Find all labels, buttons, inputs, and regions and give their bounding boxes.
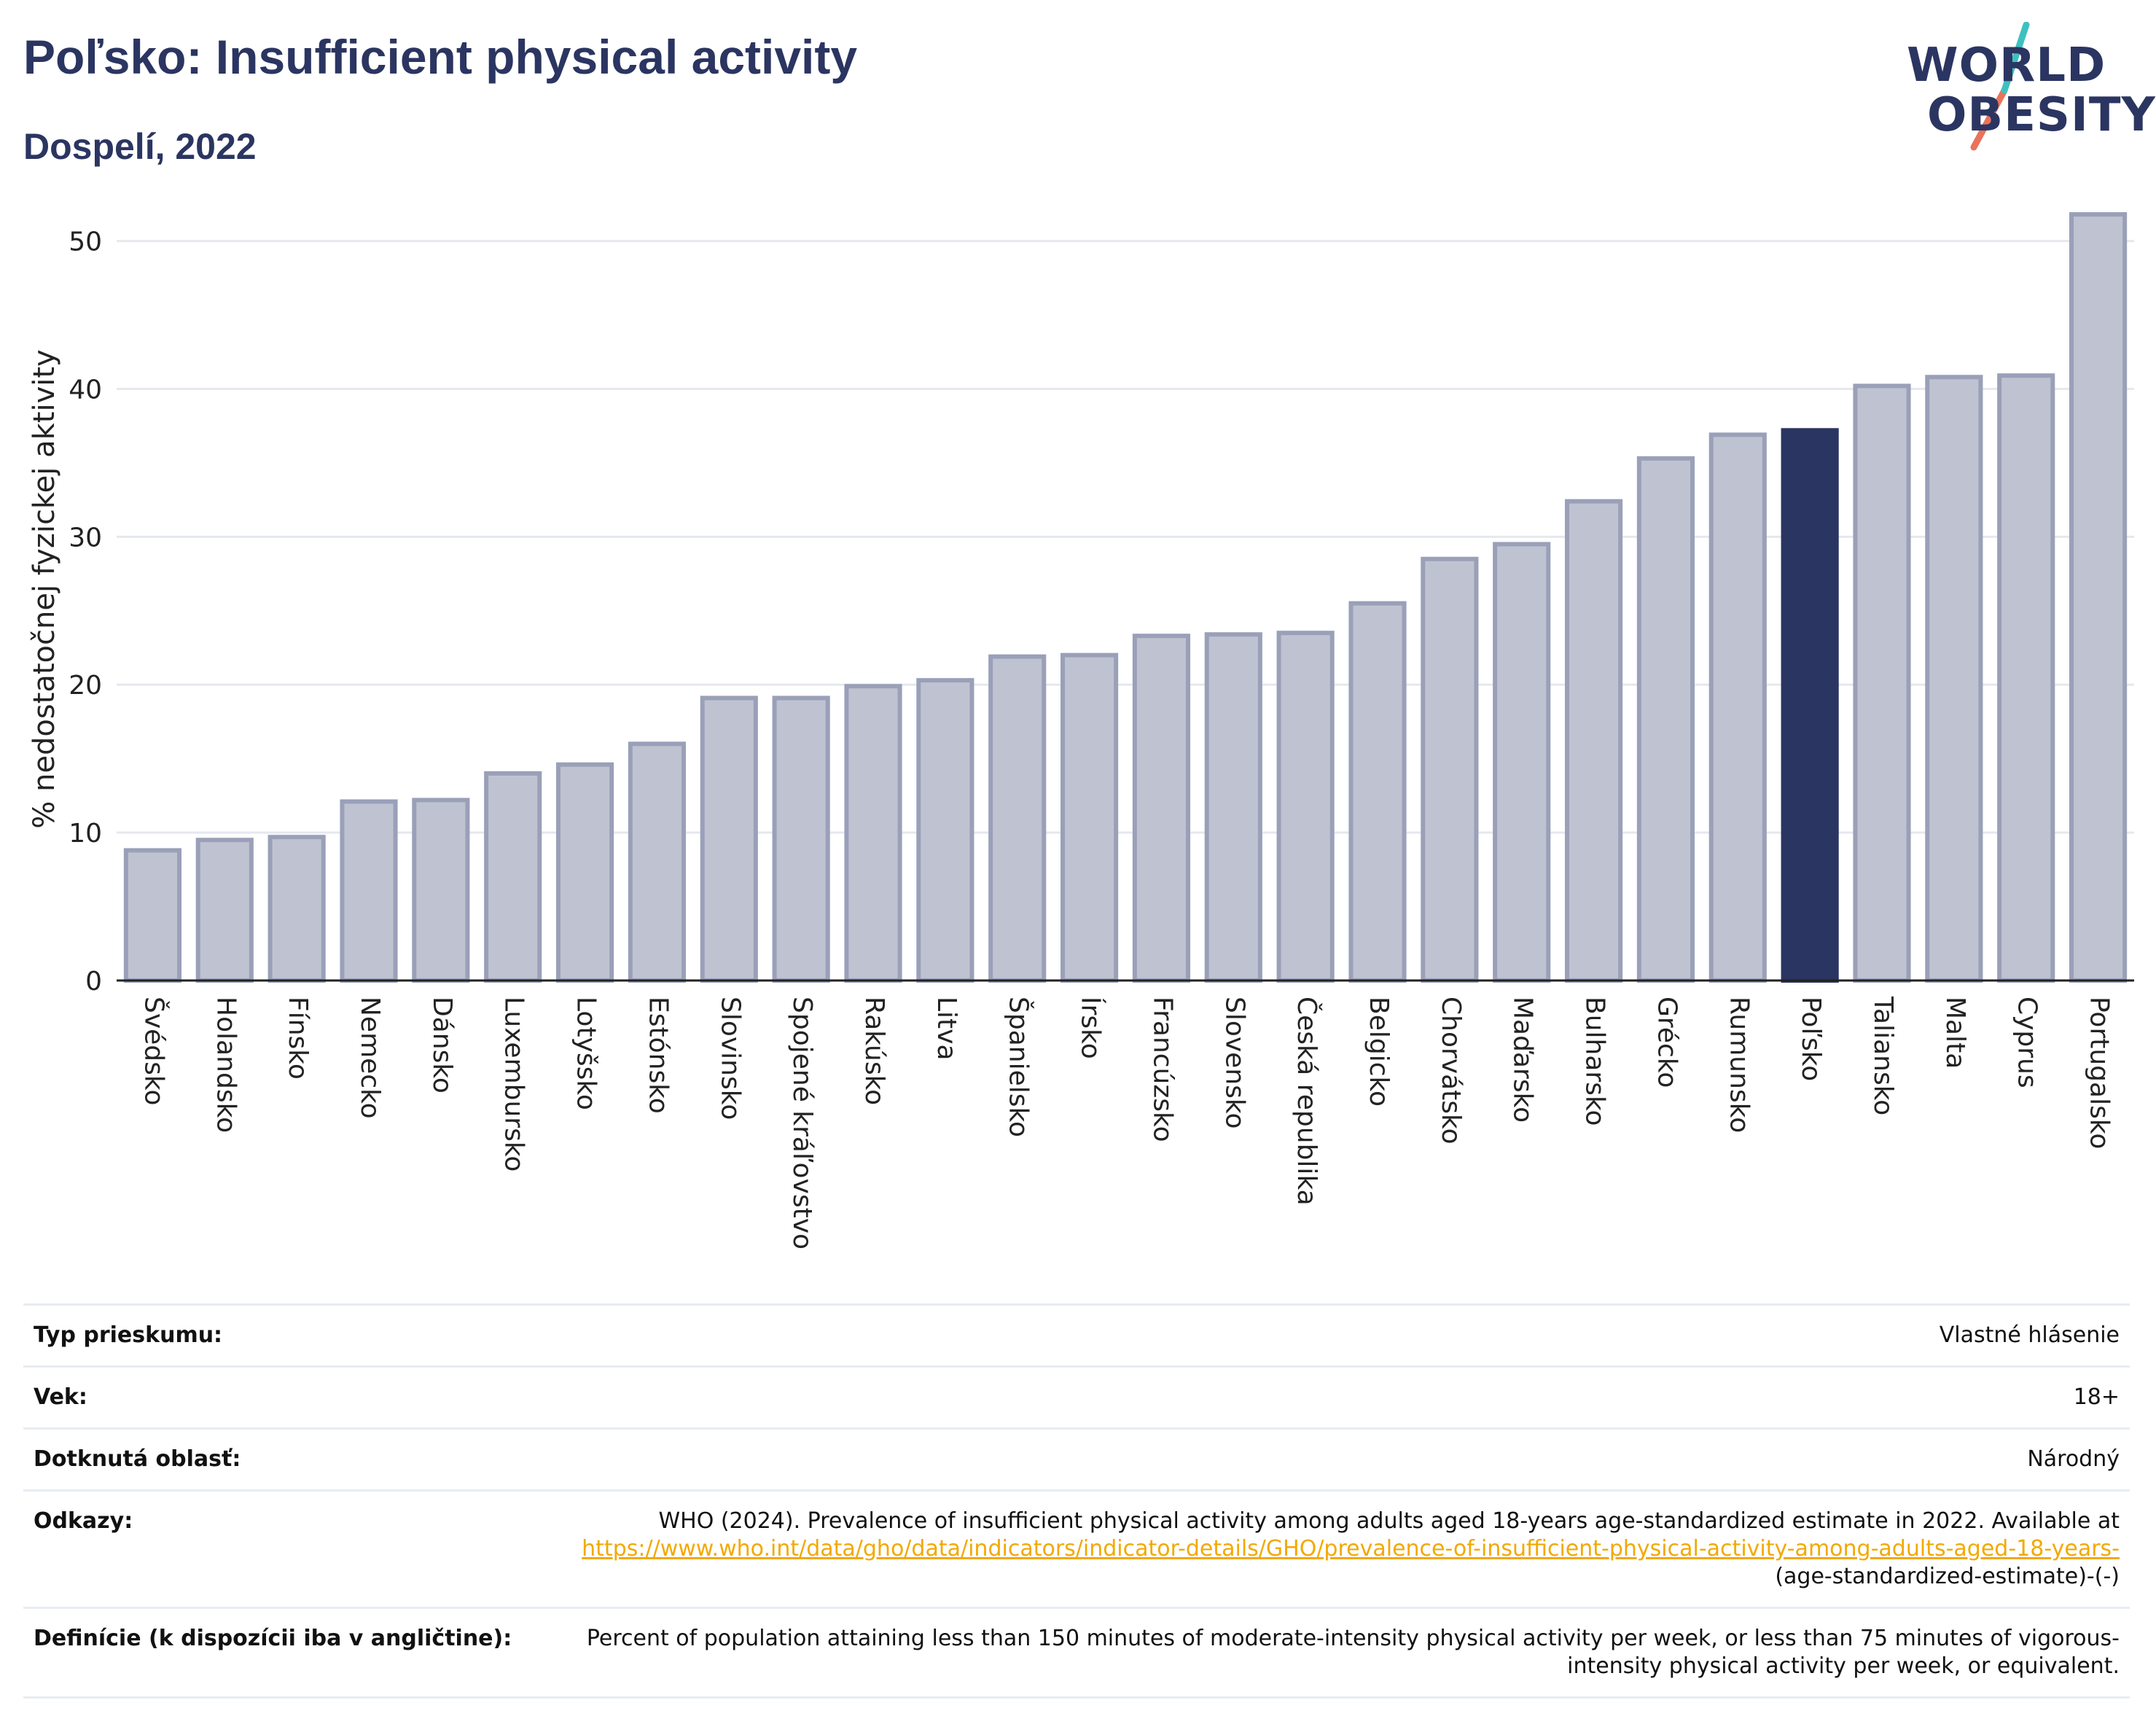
y-tick-label: 10: [69, 819, 102, 849]
chart-subtitle: Dospelí, 2022: [23, 126, 257, 167]
references-text: WHO (2024). Prevalence of insufficient p…: [658, 1508, 2120, 1534]
y-tick-label: 50: [69, 227, 102, 257]
x-tick-label: Belgicko: [1364, 997, 1394, 1107]
area-value: Národný: [554, 1427, 2130, 1492]
x-tick-label: Dánsko: [427, 997, 457, 1093]
logo-slash-lower: [1970, 87, 2008, 151]
x-tick-label: Bulharsko: [1580, 997, 1610, 1126]
bar-chart: 0 10 20 30 40 50 Švédsko Holandsko Fínsko Nemecko…: [28, 212, 2134, 1249]
bar-9[interactable]: [772, 695, 830, 983]
bar-25[interactable]: [1925, 375, 1983, 983]
bar-14[interactable]: [1132, 633, 1191, 983]
y-tick-label: 0: [85, 967, 102, 997]
survey-type-value: Vlastné hlásenie: [554, 1303, 2130, 1368]
x-tick-label: Poľsko: [1796, 997, 1826, 1081]
x-tick-label: Lotyšsko: [571, 997, 601, 1110]
x-tick-label: Estónsko: [643, 997, 673, 1114]
x-tick-label: Luxembursko: [499, 997, 529, 1171]
x-tick-label: Fínsko: [283, 997, 313, 1080]
x-tick-label: Cyprus: [2012, 997, 2042, 1088]
bar-1[interactable]: [195, 838, 254, 983]
info-row-definitions: Definície (k dispozícii iba v angličtine…: [23, 1607, 2130, 1699]
x-tick-label: Grécko: [1652, 997, 1682, 1088]
bar-7[interactable]: [628, 741, 687, 983]
chart-title: Poľsko: Insufficient physical activity: [23, 30, 858, 84]
info-row-survey: Typ prieskumu: Vlastné hlásenie: [23, 1303, 2130, 1368]
bar-4[interactable]: [412, 798, 470, 983]
x-tick-label: Španielsko: [1004, 997, 1034, 1137]
bar-13[interactable]: [1060, 652, 1119, 983]
bar-2[interactable]: [267, 835, 326, 983]
references-link[interactable]: https://www.who.int/data/gho/data/indica…: [582, 1536, 2120, 1562]
info-row-age: Vek: 18+: [23, 1365, 2130, 1430]
references-value: WHO (2024). Prevalence of insufficient p…: [554, 1489, 2130, 1609]
bar-27[interactable]: [2069, 212, 2128, 983]
x-tick-label: Nemecko: [355, 997, 385, 1119]
y-tick-label: 30: [69, 523, 102, 553]
bar-19[interactable]: [1493, 542, 1551, 983]
bar-11[interactable]: [916, 678, 975, 983]
bar-0[interactable]: [123, 848, 182, 983]
bar-23[interactable]: [1781, 428, 1839, 983]
definitions-label: Definície (k dispozícii iba v angličtine…: [23, 1607, 554, 1699]
bar-22[interactable]: [1708, 432, 1767, 983]
bar-16[interactable]: [1276, 631, 1335, 983]
bar-15[interactable]: [1204, 632, 1262, 983]
info-row-references: Odkazy: WHO (2024). Prevalence of insuff…: [23, 1489, 2130, 1609]
x-tick-label: Švédsko: [138, 997, 169, 1106]
y-tick-label: 20: [69, 671, 102, 701]
bar-12[interactable]: [988, 654, 1047, 983]
x-tick-label: Malta: [1940, 997, 1970, 1069]
logo-slash-upper: [2001, 22, 2030, 94]
x-tick-label: Litva: [931, 997, 961, 1061]
x-tick-label: Írsko: [1076, 997, 1106, 1059]
x-tick-label: Slovensko: [1219, 997, 1249, 1129]
x-tick-label: Maďarsko: [1508, 997, 1538, 1123]
world-obesity-logo: WORLD OBESITY: [1902, 22, 2155, 153]
bar-10[interactable]: [844, 684, 902, 983]
label-layer: 0 10 20 30 40 50 Švédsko Holandsko Fínsko Nemecko…: [69, 227, 2114, 1249]
y-axis-title: % nedostatočnej fyzickej aktivity: [28, 349, 61, 828]
bar-3[interactable]: [340, 799, 398, 983]
x-tick-label: Rakúsko: [859, 997, 889, 1105]
x-tick-label: Taliansko: [1868, 996, 1898, 1115]
x-tick-label: Chorvátsko: [1436, 997, 1466, 1145]
x-tick-label: Holandsko: [211, 997, 241, 1133]
x-tick-label: Portugalsko: [2085, 997, 2114, 1149]
bar-24[interactable]: [1853, 383, 1911, 983]
x-tick-label: Francúzsko: [1147, 997, 1177, 1142]
bar-20[interactable]: [1564, 499, 1623, 983]
references-label: Odkazy:: [23, 1489, 554, 1609]
bar-18[interactable]: [1421, 556, 1479, 983]
references-tail: (age-standardized-estimate)-(-): [1775, 1564, 2120, 1589]
bar-6[interactable]: [555, 762, 614, 983]
bar-26[interactable]: [1997, 373, 2055, 983]
y-tick-label: 40: [69, 375, 102, 405]
x-tick-label: Rumunsko: [1724, 997, 1754, 1133]
definitions-value: Percent of population attaining less tha…: [554, 1607, 2130, 1699]
x-tick-label: Slovinsko: [715, 997, 745, 1120]
info-table: Typ prieskumu: Vlastné hlásenie Vek: 18+…: [23, 1303, 2130, 1699]
logo-word-obesity: OBESITY: [1927, 88, 2156, 142]
logo-word-world: WORLD: [1907, 39, 2106, 93]
survey-type-label: Typ prieskumu:: [23, 1303, 554, 1368]
bar-21[interactable]: [1636, 456, 1695, 983]
bar-5[interactable]: [484, 771, 542, 983]
bar-layer: [123, 212, 2128, 983]
area-label: Dotknutá oblasť:: [23, 1427, 554, 1492]
x-tick-label: Spojené kráľovstvo: [787, 997, 817, 1249]
logo-slash-icon: [1970, 22, 2030, 151]
age-value: 18+: [554, 1365, 2130, 1430]
bar-8[interactable]: [700, 695, 758, 983]
age-label: Vek:: [23, 1365, 554, 1430]
x-tick-label: Česká republika: [1292, 997, 1322, 1206]
info-row-area: Dotknutá oblasť: Národný: [23, 1427, 2130, 1492]
bar-17[interactable]: [1348, 601, 1407, 983]
